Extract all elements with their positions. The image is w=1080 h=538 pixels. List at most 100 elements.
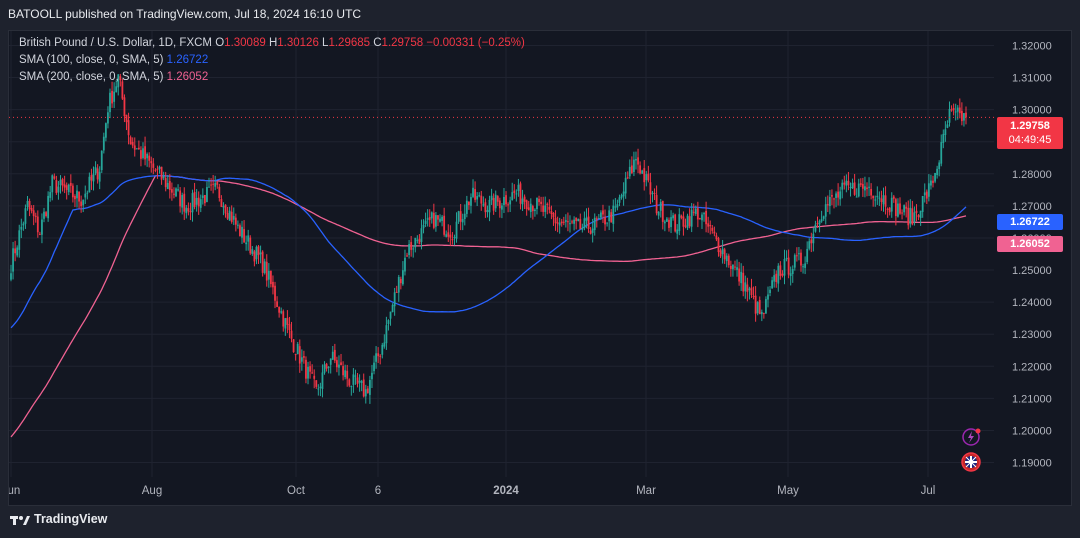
- candle-body: [958, 107, 961, 114]
- candle-body: [554, 217, 557, 224]
- candle-body: [82, 199, 85, 206]
- candle-body: [488, 199, 491, 213]
- candle-body: [239, 225, 241, 237]
- candle-body: [160, 166, 163, 180]
- candle-body: [527, 207, 530, 211]
- candle-body: [587, 216, 590, 230]
- candle-body: [831, 195, 833, 197]
- low-label: L: [322, 37, 329, 49]
- candle-body: [455, 221, 458, 239]
- candle-body: [905, 206, 908, 209]
- candle-body: [690, 209, 693, 227]
- candle-body: [399, 278, 402, 284]
- candle-body: [841, 182, 844, 190]
- high-label: H: [268, 37, 278, 49]
- y-tick-label: 1.20000: [1012, 425, 1052, 437]
- legend-sma100-row[interactable]: SMA (100, close, 0, SMA, 5) 1.26722: [19, 52, 525, 69]
- candle-body: [135, 148, 138, 150]
- candle-body: [736, 267, 738, 270]
- candle-body: [241, 226, 243, 238]
- candle-body: [907, 207, 910, 226]
- candle-body: [612, 205, 615, 224]
- candle-body: [168, 181, 171, 190]
- candle-body: [298, 346, 301, 364]
- candle-body: [498, 200, 501, 209]
- candle-body: [861, 183, 864, 189]
- candle-body: [286, 317, 289, 325]
- sma100-line: [10, 175, 967, 329]
- candle-body: [622, 191, 625, 197]
- candle-body: [338, 364, 340, 368]
- candle-body: [193, 191, 196, 207]
- candle-body: [102, 136, 105, 151]
- candle-body: [28, 200, 31, 210]
- sma100-label: SMA (100, close, 0, SMA, 5): [19, 54, 164, 66]
- candle-body: [199, 199, 202, 208]
- publish-header: BATOOLL published on TradingView.com, Ju…: [0, 0, 1080, 30]
- candle-body: [185, 207, 188, 214]
- y-tick-label: 1.25000: [1012, 265, 1052, 277]
- candle-body: [748, 288, 751, 291]
- candle-body: [717, 238, 720, 253]
- candle-body: [14, 248, 17, 254]
- sma200-label: SMA (200, close, 0, SMA, 5): [19, 71, 164, 83]
- candle-body: [435, 215, 437, 227]
- candle-body: [131, 141, 134, 146]
- candle-body: [954, 111, 957, 113]
- candle-body: [732, 264, 734, 270]
- candle-body: [371, 372, 373, 380]
- candle-body: [515, 193, 518, 195]
- candle-body: [166, 183, 169, 189]
- candle-body: [604, 216, 606, 225]
- price-chart[interactable]: 1.320001.310001.300001.290001.280001.270…: [9, 31, 1071, 505]
- candle-body: [620, 195, 623, 198]
- candle-body: [963, 113, 965, 121]
- candle-body: [309, 366, 311, 372]
- candle-body: [472, 187, 474, 197]
- candle-body: [356, 377, 359, 384]
- candle-body: [465, 200, 468, 214]
- candle-body: [573, 219, 575, 224]
- y-tick-label: 1.31000: [1012, 73, 1052, 85]
- candle-body: [738, 268, 741, 282]
- candle-body: [773, 275, 776, 282]
- candle-body: [247, 235, 250, 242]
- candle-body: [886, 208, 889, 210]
- legend-sma200-row[interactable]: SMA (200, close, 0, SMA, 5) 1.26052: [19, 69, 525, 86]
- candle-body: [494, 194, 497, 209]
- candle-body: [932, 180, 934, 183]
- candle-body: [276, 301, 278, 307]
- candle-body: [789, 273, 792, 277]
- candle-body: [649, 182, 652, 195]
- candle-body: [38, 233, 41, 235]
- candle-body: [583, 218, 586, 229]
- candle-body: [948, 108, 951, 123]
- candle-body: [335, 360, 338, 368]
- candle-body: [111, 90, 113, 104]
- candle-body: [366, 388, 369, 393]
- candle-body: [930, 180, 932, 186]
- candle-body: [725, 255, 728, 262]
- candle-body: [911, 208, 914, 225]
- candle-body: [655, 194, 658, 214]
- candle-body: [729, 265, 732, 269]
- candle-body: [944, 129, 947, 135]
- candle-body: [855, 196, 858, 198]
- candle-body: [183, 193, 186, 212]
- candle-body: [653, 193, 656, 195]
- candle-body: [709, 225, 712, 227]
- candle-body: [806, 248, 809, 263]
- candle-body: [859, 183, 862, 185]
- candle-body: [222, 206, 225, 208]
- candle-body: [379, 355, 382, 357]
- tradingview-footer[interactable]: TradingView: [10, 512, 107, 526]
- candle-body: [777, 265, 780, 284]
- candle-body: [521, 198, 524, 205]
- candle-body: [352, 374, 355, 385]
- candle-body: [540, 201, 542, 204]
- candle-body: [32, 210, 35, 217]
- candle-body: [387, 320, 390, 325]
- chart-panel[interactable]: 1.320001.310001.300001.290001.280001.270…: [8, 30, 1072, 506]
- candle-body: [952, 107, 955, 111]
- y-tick-label: 1.30000: [1012, 105, 1052, 117]
